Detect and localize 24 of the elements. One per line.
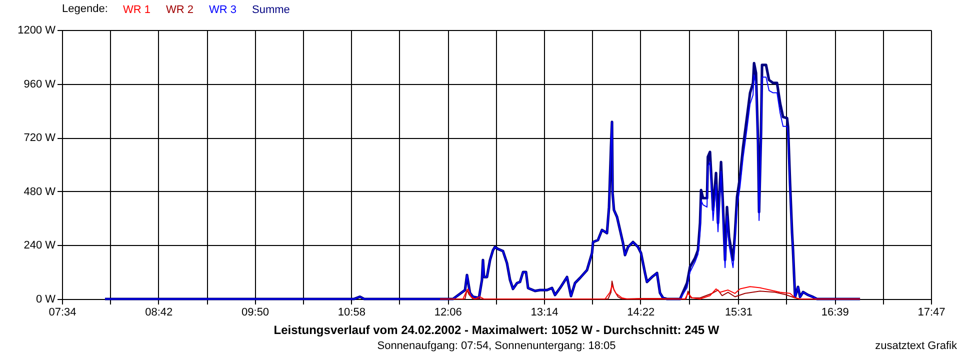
x-tick-label: 13:14 (530, 306, 558, 318)
x-tick-label: 14:22 (627, 306, 655, 318)
text: Sonnenaufgang: 07:54, Sonnenuntergang: 18:05 (377, 340, 616, 352)
y-tick-label: 960 W (24, 78, 56, 90)
text: WR 2 (166, 4, 194, 16)
text: Leistungsverlauf vom 24.02.2002 - Maximalwert: 1052 W - Durchschnitt: 245 W (274, 323, 720, 337)
x-tick-label: 08:42 (145, 306, 173, 318)
x-tick-label: 09:50 (242, 306, 270, 318)
y-tick-label: 1200 W (18, 24, 56, 36)
x-tick-label: 15:31 (724, 306, 752, 318)
x-tick-label: 16:39 (821, 306, 849, 318)
y-tick-label: 480 W (24, 186, 56, 198)
legend-title: Legende: (62, 3, 108, 15)
y-tick-label: 720 W (24, 132, 56, 144)
y-tick-label: 240 W (24, 240, 56, 252)
text: Summe (252, 4, 290, 16)
x-tick-label: 17:47 (918, 306, 946, 318)
text: WR 3 (209, 4, 236, 16)
y-tick-label: 0 W (36, 294, 56, 306)
x-tick-label: 10:58 (338, 306, 366, 318)
x-tick-label: 07:34 (48, 306, 76, 318)
x-tick-label: 12:06 (434, 306, 462, 318)
text: zusatztext Grafik (875, 340, 958, 352)
text: WR 1 (123, 4, 150, 16)
